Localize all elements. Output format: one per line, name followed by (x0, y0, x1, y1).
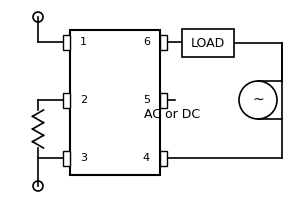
Bar (63, 34, 70, 49)
Text: 6: 6 (143, 37, 150, 47)
Bar (70, 30, 160, 175)
Text: 2: 2 (80, 95, 87, 105)
Bar (160, 92, 167, 108)
Bar (160, 150, 167, 166)
Bar (160, 34, 167, 49)
Text: LOAD: LOAD (191, 37, 225, 50)
Text: 4: 4 (143, 153, 150, 163)
Text: ~: ~ (252, 93, 264, 107)
Bar (63, 150, 70, 166)
Bar (63, 92, 70, 108)
Text: 1: 1 (80, 37, 87, 47)
Text: AC or DC: AC or DC (144, 108, 200, 121)
Bar (182, 29, 234, 57)
Text: 3: 3 (80, 153, 87, 163)
Text: 5: 5 (143, 95, 150, 105)
